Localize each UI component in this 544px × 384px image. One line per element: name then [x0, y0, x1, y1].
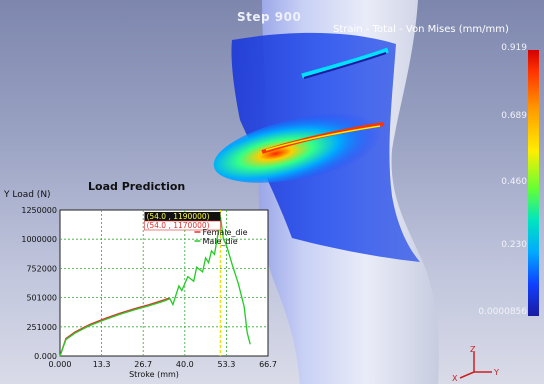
step-label: Step 900 — [237, 10, 302, 24]
y-tick-label: 501000 — [26, 294, 57, 303]
x-tick-label: 40.0 — [176, 360, 194, 369]
y-tick-label: 251000 — [26, 323, 57, 332]
x-tick-label: 0.000 — [49, 360, 72, 369]
upper-groove — [301, 47, 389, 79]
annotation-text-2: (54.0 , 1170000) — [146, 221, 209, 230]
chart-title: Load Prediction — [88, 180, 186, 193]
series-male-die — [59, 216, 251, 357]
axis-y-label: Y — [493, 368, 499, 377]
legend-tick-min: 0.0000856 — [478, 307, 527, 317]
annotation-text-1: (54.0 , 1190000) — [146, 212, 209, 221]
axis-x-label: X — [452, 374, 458, 382]
y-tick-label: 0.000 — [34, 352, 57, 361]
legend-tick-2: 0.689 — [501, 111, 527, 121]
x-tick-label: 13.3 — [93, 360, 111, 369]
axis-z-label: Z — [470, 345, 476, 354]
x-axis-title: Stroke (mm) — [129, 370, 179, 379]
legend-label: Female_die — [202, 228, 247, 237]
legend-tick-3: 0.460 — [501, 177, 527, 187]
y-axis-title: Y Load (N) — [4, 190, 51, 200]
legend-label: Male_die — [202, 237, 237, 246]
legend-tick-max: 0.919 — [501, 43, 527, 53]
x-tick-label: 66.7 — [259, 360, 277, 369]
y-tick-label: 1250000 — [21, 206, 57, 215]
y-tick-label: 1000000 — [21, 235, 57, 244]
x-tick-label: 26.7 — [134, 360, 152, 369]
strain-colorbar — [528, 50, 539, 316]
annotation-box-1 — [144, 212, 221, 221]
axes-triad-icon: Z Y X — [452, 345, 499, 382]
x-tick-label: 53.3 — [217, 360, 235, 369]
series-female-die — [59, 297, 171, 357]
annotation-box-2 — [144, 220, 221, 231]
legend-title: Strain - Total - Von Mises (mm/mm) — [333, 24, 509, 35]
y-tick-label: 752000 — [26, 264, 57, 273]
legend-tick-4: 0.230 — [501, 240, 527, 250]
plot-area — [59, 209, 269, 357]
